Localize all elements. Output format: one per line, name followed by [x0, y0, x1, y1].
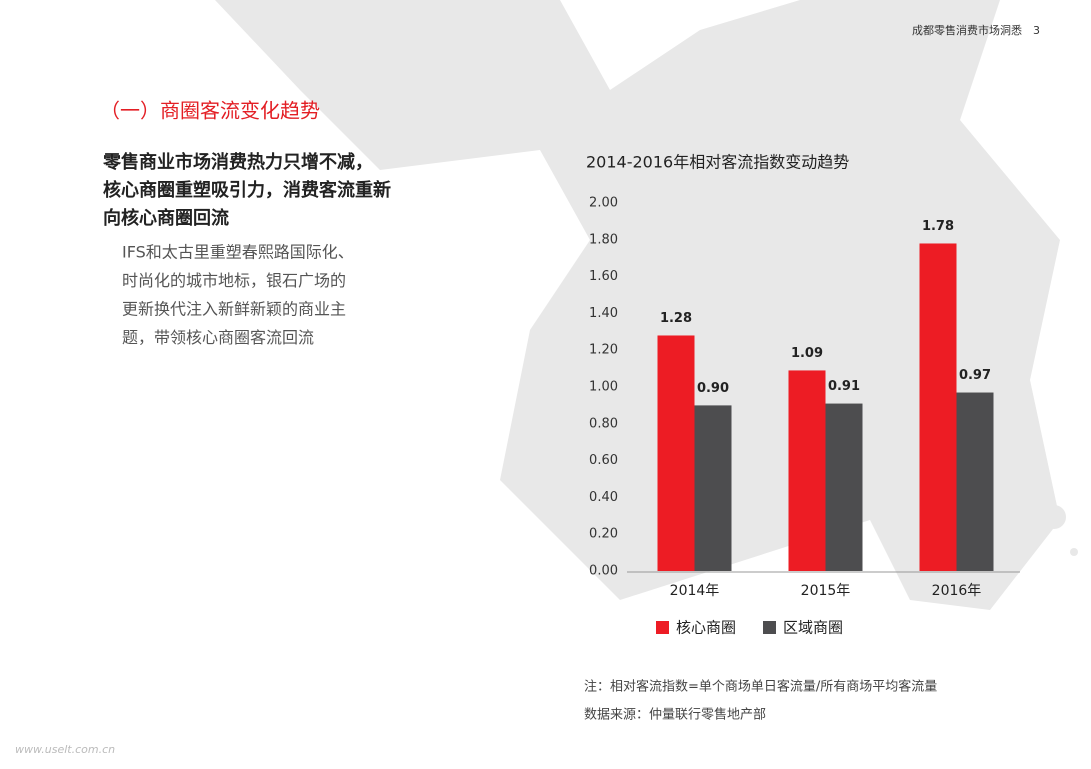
- data-label: 0.91: [828, 379, 860, 394]
- bar: [825, 403, 863, 571]
- y-tick-label: 1.80: [589, 232, 618, 247]
- legend-swatch: [656, 621, 669, 634]
- data-label: 1.28: [660, 311, 692, 326]
- legend-swatch: [763, 621, 776, 634]
- y-tick-label: 1.00: [589, 380, 618, 395]
- y-tick-label: 0.40: [589, 490, 618, 505]
- note: 数据来源：仲量联行零售地产部: [584, 707, 766, 723]
- page-number: 3: [1033, 24, 1040, 37]
- x-tick-label: 2015年: [801, 583, 851, 599]
- y-tick-label: 0.20: [589, 527, 618, 542]
- y-tick-label: 1.20: [589, 343, 618, 358]
- x-tick-label: 2014年: [670, 583, 720, 599]
- legend-label: 核心商圈: [676, 619, 736, 637]
- body-line: 时尚化的城市地标，银石广场的: [122, 271, 346, 290]
- body-line: 题，带领核心商圈客流回流: [122, 328, 314, 347]
- y-tick-label: 0.00: [589, 564, 618, 579]
- y-tick-label: 0.80: [589, 416, 618, 431]
- subtitle-line: 核心商圈重塑吸引力，消费客流重新: [103, 179, 391, 201]
- subtitle-line: 零售商业市场消费热力只增不减，: [102, 151, 373, 173]
- y-tick-label: 0.60: [589, 453, 618, 468]
- body-line: IFS和太古里重塑春熙路国际化、: [122, 243, 354, 262]
- bar: [956, 392, 994, 571]
- y-tick-label: 1.60: [589, 269, 618, 284]
- data-label: 0.97: [959, 368, 991, 383]
- header-title: 成都零售消费市场洞悉: [912, 23, 1022, 37]
- legend-label: 区域商圈: [783, 619, 843, 637]
- bar: [694, 405, 732, 571]
- bar: [788, 370, 826, 571]
- section-title: （一）商圈客流变化趋势: [100, 99, 320, 123]
- x-tick-label: 2016年: [932, 583, 982, 599]
- data-label: 1.09: [791, 346, 823, 361]
- body-line: 更新换代注入新鲜新颖的商业主: [122, 300, 346, 319]
- y-tick-label: 2.00: [589, 196, 618, 211]
- watermark: www.uselt.com.cn: [15, 743, 115, 756]
- bar: [919, 243, 957, 572]
- data-label: 0.90: [697, 381, 729, 396]
- data-label: 1.78: [922, 219, 954, 234]
- subtitle-line: 向核心商圈回流: [103, 207, 229, 229]
- note: 注：相对客流指数=单个商场单日客流量/所有商场平均客流量: [584, 679, 937, 695]
- chart-title: 2014-2016年相对客流指数变动趋势: [586, 153, 849, 172]
- y-tick-label: 1.40: [589, 306, 618, 321]
- bar: [657, 335, 695, 571]
